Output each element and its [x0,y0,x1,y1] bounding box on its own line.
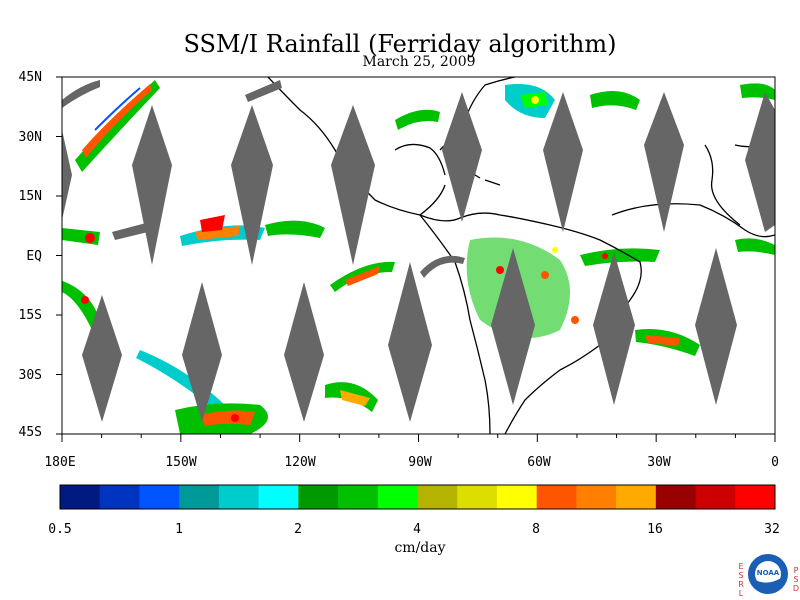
lon-label-120w: 120W [284,455,316,470]
swath-gaps [62,80,775,422]
colorbar-cell [695,485,736,509]
lat-label-15n: 15N [18,189,42,204]
colorbar-cell [417,485,458,509]
colorbar-cell [298,485,339,509]
map-content [62,77,775,434]
colorbar-label-6: 32 [764,522,780,537]
colorbar-label-0: 0.5 [48,522,72,537]
lat-label-30n: 30N [18,130,42,145]
colorbar-label-1: 1 [175,522,183,537]
colorbar-cell [735,485,776,509]
lon-label-180e: 180E [44,455,76,470]
lat-ticks [56,76,62,435]
colorbar [60,485,776,509]
colorbar-cell [655,485,697,509]
colorbar-cell [576,485,617,509]
noaa-logo-text: NOAA [756,569,780,577]
lon-label-90w: 90W [408,455,432,470]
colorbar-cell [139,485,180,509]
colorbar-label-5: 16 [647,522,663,537]
colorbar-cell [377,485,418,509]
colorbar-cell [338,485,379,509]
colorbar-cell [536,485,577,509]
colorbar-label-3: 4 [413,522,421,537]
colorbar-cell [99,485,140,509]
lat-label-45s: 45S [18,425,42,440]
colorbar-cell [496,485,538,509]
lat-label-45n: 45N [18,70,42,85]
map-title: SSM/I Rainfall (Ferriday algorithm) [183,30,617,58]
lon-label-30w: 30W [647,455,671,470]
lon-label-0: 0 [771,455,779,470]
noaa-logo [748,554,788,594]
colorbar-cell [179,485,220,509]
colorbar-label-2: 2 [294,522,302,537]
colorbar-cell [457,485,498,509]
colorbar-label-4: 8 [532,522,540,537]
lat-label-eq: EQ [26,249,42,264]
colorbar-cell [60,485,101,509]
map-date: March 25, 2009 [362,54,476,70]
colorbar-cell [258,485,299,509]
colorbar-unit: cm/day [394,540,446,556]
lon-label-150w: 150W [165,455,197,470]
lat-label-15s: 15S [18,308,42,323]
colorbar-cell [218,485,260,509]
lon-ticks [61,434,776,442]
lat-label-30s: 30S [18,368,42,383]
colorbar-cell [616,485,657,509]
colorbar-frame [59,484,776,510]
lon-label-60w: 60W [527,455,551,470]
